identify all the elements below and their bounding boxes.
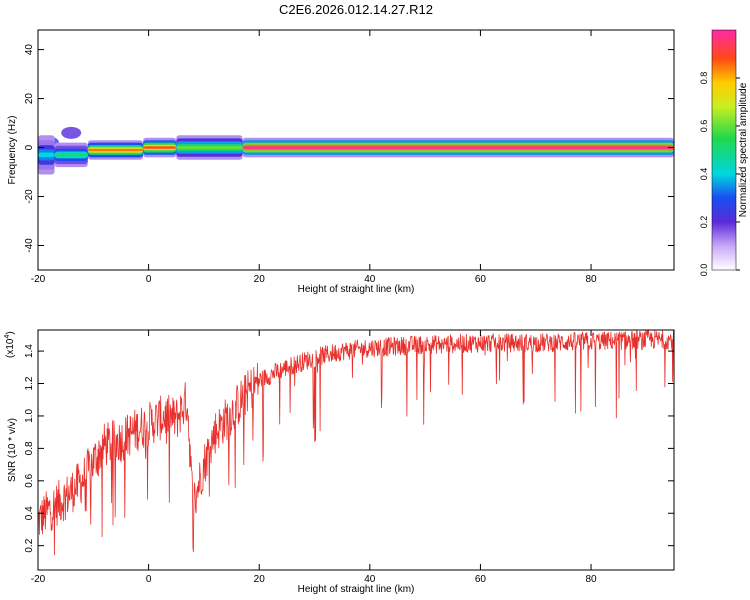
snr-x-tick-label: 40 xyxy=(364,574,376,585)
heatmap-band xyxy=(242,146,674,149)
colorbar-tick-label: 0.0 xyxy=(699,264,709,277)
heatmap-y-tick-label: -20 xyxy=(24,189,35,204)
snr-scale-note: (x104) xyxy=(4,331,16,358)
chart-title: C2E6.2026.012.14.27.R12 xyxy=(279,2,433,17)
colorbar-bar xyxy=(711,29,737,271)
snr-y-tick-label: 0.2 xyxy=(24,538,35,552)
heatmap-band xyxy=(87,148,144,152)
colorbar-label: Normalized spectral amplitude xyxy=(738,82,749,217)
heatmap-x-tick-label: 20 xyxy=(254,274,266,285)
heatmap-y-ticks: 40 20 0 -20 -40 xyxy=(24,44,674,253)
heatmap-x-tick-label: 80 xyxy=(585,274,597,285)
snr-series-line xyxy=(38,330,674,556)
heatmap-y-tick-label: 20 xyxy=(24,93,35,105)
snr-y-tick-label: 1.2 xyxy=(24,376,35,390)
colorbar-tick-label: 0.2 xyxy=(699,216,709,229)
colorbar-ticks: 0.0 0.2 0.4 0.6 0.8 xyxy=(699,72,740,277)
heatmap-frame xyxy=(37,29,675,271)
colorbar-tick-label: 0.4 xyxy=(699,168,709,181)
heatmap-band xyxy=(176,146,243,150)
heatmap-x-tick-label: 0 xyxy=(146,274,152,285)
snr-x-tick-label: -20 xyxy=(31,574,46,585)
heatmap-x-ticks: -20 0 20 40 60 80 xyxy=(31,30,597,285)
heatmap-y-tick-label: 40 xyxy=(24,44,35,56)
heatmap-band xyxy=(143,146,177,149)
heatmap-y-tick-label: -40 xyxy=(24,238,35,253)
snr-scale-suffix: ) xyxy=(5,331,16,334)
snr-x-tick-label: 0 xyxy=(146,574,152,585)
colorbar: 0.0 0.2 0.4 0.6 0.8 Normalized spectral ampl… xyxy=(699,29,749,277)
snr-x-axis-label: Height of straight line (km) xyxy=(298,584,415,595)
snr-y-tick-label: 0.6 xyxy=(24,473,35,487)
svg-text:(x104): (x104) xyxy=(4,331,16,358)
snr-scale-prefix: (x10 xyxy=(5,338,16,358)
snr-y-tick-label: 1.0 xyxy=(24,409,35,423)
snr-x-tick-label: 20 xyxy=(254,574,266,585)
snr-x-tick-label: 80 xyxy=(585,574,597,585)
heatmap-band xyxy=(54,153,88,157)
snr-panel: -20 0 20 40 60 80 0.2 0.4 0.6 0.8 1.0 1.2 1.4 Heigh… xyxy=(4,329,675,595)
heatmap-marks xyxy=(38,126,674,175)
heatmap-x-tick-label: -20 xyxy=(31,274,46,285)
colorbar-tick-label: 0.6 xyxy=(699,120,709,133)
colorbar-tick-label: 0.8 xyxy=(699,72,709,85)
heatmap-y-axis-label: Frequency (Hz) xyxy=(7,116,18,185)
heatmap-band xyxy=(38,152,55,158)
snr-y-tick-label: 1.4 xyxy=(24,344,35,358)
snr-plot-area xyxy=(38,330,674,570)
snr-y-ticks: 0.2 0.4 0.6 0.8 1.0 1.2 1.4 xyxy=(24,344,674,553)
heatmap-panel: -20 0 20 40 60 80 40 20 0 -20 -40 Height of strai… xyxy=(7,29,675,295)
snr-y-tick-label: 0.4 xyxy=(24,506,35,520)
snr-marks xyxy=(38,330,674,556)
snr-y-axis-label: SNR (10 * v/v) xyxy=(7,418,18,482)
heatmap-x-tick-label: 40 xyxy=(364,274,376,285)
heatmap-x-axis-label: Height of straight line (km) xyxy=(298,284,415,295)
snr-frame xyxy=(37,329,675,571)
snr-scale-exponent: 4 xyxy=(4,335,11,339)
heatmap-blob xyxy=(61,126,82,139)
snr-x-tick-label: 60 xyxy=(475,574,487,585)
heatmap-x-tick-label: 60 xyxy=(475,274,487,285)
snr-y-tick-label: 0.8 xyxy=(24,441,35,455)
heatmap-y-tick-label: 0 xyxy=(24,144,35,150)
snr-x-ticks: -20 0 20 40 60 80 xyxy=(31,330,597,585)
